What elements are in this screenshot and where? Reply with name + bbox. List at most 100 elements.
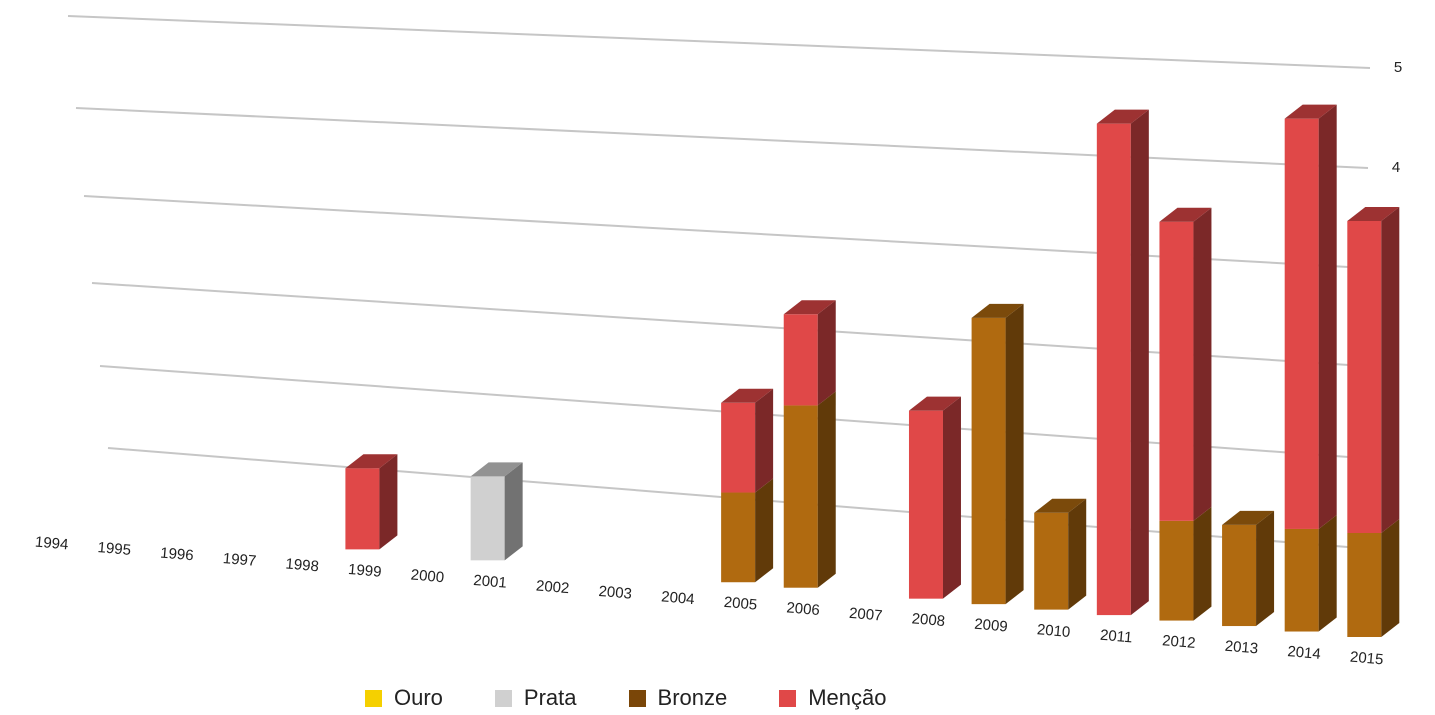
- legend-label-bronze: Bronze: [657, 685, 728, 710]
- bar-side: [1005, 303, 1024, 605]
- bar-front: [783, 405, 818, 588]
- bar-front: [1347, 533, 1382, 637]
- bar-top: [721, 388, 774, 403]
- bar-front: [971, 317, 1006, 605]
- bar-side: [1256, 510, 1275, 627]
- bar-2005-Bronze: [721, 478, 774, 583]
- x-tick-label: 1998: [285, 555, 320, 575]
- bar-2008-Menção: [908, 396, 961, 599]
- bar-side: [755, 478, 774, 583]
- gridline-3: [83, 195, 1367, 269]
- bar-side: [755, 388, 774, 493]
- bar-2014-Bronze: [1284, 514, 1337, 632]
- bar-front: [1096, 123, 1131, 616]
- bar-front: [721, 492, 756, 583]
- bar-front: [470, 476, 505, 561]
- legend-item-bronze: Bronze: [628, 685, 728, 711]
- x-tick-label: 2012: [1161, 632, 1196, 652]
- bar-top: [1034, 498, 1087, 513]
- bar-front: [1159, 221, 1194, 521]
- stacked-3d-bar-chart: 0123451994199519961997199819992000200120…: [34, 15, 1402, 669]
- x-tick-label: 2014: [1287, 643, 1322, 663]
- bar-top: [345, 454, 398, 469]
- bar-2011-Menção: [1096, 109, 1149, 616]
- bar-side: [1381, 207, 1400, 533]
- legend-swatch-mencao: [779, 689, 797, 707]
- x-tick-label: 2006: [786, 599, 821, 619]
- legend-swatch-prata: [494, 689, 512, 707]
- gridline-4: [75, 107, 1369, 169]
- bar-top: [1159, 207, 1212, 222]
- bar-2012-Bronze: [1159, 506, 1212, 621]
- x-tick-label: 1996: [160, 545, 195, 565]
- bar-2015-Bronze: [1347, 519, 1400, 637]
- bar-2006-Menção: [783, 300, 836, 406]
- x-tick-label: 2013: [1224, 638, 1259, 658]
- x-tick-label: 2015: [1349, 649, 1384, 669]
- x-tick-label: 2008: [911, 610, 946, 630]
- bar-front: [783, 314, 818, 406]
- x-tick-label: 2009: [974, 616, 1009, 636]
- x-axis-ticks: 1994 1995 1996 1997 1998 1999 2000 2001 2002 2003…: [34, 534, 1384, 669]
- bar-top: [783, 300, 836, 315]
- x-tick-label: 1995: [97, 539, 132, 559]
- bar-front: [1284, 118, 1319, 529]
- bar-side: [1318, 104, 1337, 529]
- y-tick-label: 5: [1394, 59, 1402, 76]
- x-tick-label: 1999: [347, 561, 382, 581]
- bar-side: [1193, 506, 1212, 621]
- x-tick-label: 1997: [222, 550, 257, 570]
- bar-front: [1222, 524, 1257, 627]
- bar-top: [908, 396, 961, 411]
- bar-2015-Menção: [1347, 207, 1400, 533]
- bar-front: [1284, 528, 1319, 632]
- legend-label-prata: Prata: [523, 685, 577, 710]
- gridlines: [67, 15, 1371, 549]
- bar-side: [504, 462, 523, 561]
- bar-1999-Menção: [345, 454, 398, 550]
- x-tick-label: 2011: [1099, 627, 1133, 647]
- bar-side: [817, 391, 836, 588]
- x-tick-label: 2010: [1036, 621, 1071, 641]
- bar-top: [971, 303, 1024, 318]
- gridline-5: [67, 15, 1371, 69]
- bar-front: [908, 410, 943, 599]
- legend-item-mencao: Menção: [779, 685, 887, 711]
- legend-swatch-bronze: [628, 689, 646, 707]
- bar-side: [1130, 109, 1149, 616]
- x-tick-label: 1994: [34, 534, 69, 554]
- x-tick-label: 2000: [410, 566, 445, 586]
- x-tick-label: 2003: [598, 583, 633, 603]
- bar-side: [817, 300, 836, 406]
- bars: [345, 104, 1400, 637]
- x-tick-label: 2001: [473, 572, 508, 592]
- bar-side: [379, 454, 398, 550]
- bar-top: [1222, 510, 1275, 525]
- bar-front: [1034, 512, 1069, 610]
- x-tick-label: 2004: [661, 588, 696, 608]
- bar-side: [1381, 519, 1400, 637]
- legend-swatch-ouro: [365, 689, 382, 707]
- bar-2005-Menção: [721, 388, 774, 493]
- bar-side: [1068, 498, 1087, 610]
- bar-front: [345, 468, 380, 550]
- bar-side: [942, 396, 961, 599]
- bar-2012-Menção: [1159, 207, 1212, 521]
- bar-2013-Bronze: [1222, 510, 1275, 627]
- bar-top: [1347, 207, 1400, 221]
- bar-2001-Prata: [470, 462, 523, 561]
- bar-2009-Bronze: [971, 303, 1024, 605]
- legend-label-ouro: Ouro: [394, 685, 443, 710]
- y-tick-label: 4: [1392, 159, 1400, 176]
- bar-front: [1159, 520, 1194, 621]
- x-tick-label: 2007: [848, 605, 883, 625]
- legend-item-prata: Prata: [494, 685, 577, 711]
- bar-front: [721, 402, 756, 493]
- legend-item-ouro: Ouro: [365, 685, 443, 711]
- bar-top: [470, 462, 523, 477]
- x-tick-label: 2005: [723, 594, 758, 614]
- bar-top: [1284, 104, 1337, 119]
- legend-label-mencao: Menção: [808, 685, 887, 710]
- bar-side: [1193, 207, 1212, 521]
- bar-side: [1318, 514, 1337, 632]
